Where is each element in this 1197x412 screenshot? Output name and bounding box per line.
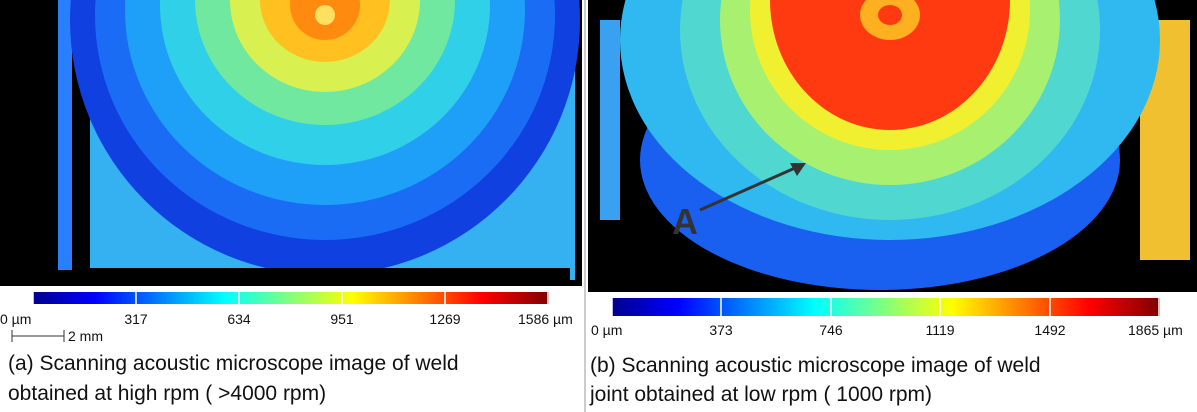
tick-label: 1865 µm — [1128, 322, 1183, 338]
caption: (a) Scanning acoustic microscope image o… — [8, 352, 459, 375]
tick-label: 634 — [227, 311, 251, 327]
tick-label: 746 — [819, 322, 843, 338]
tick-label: 951 — [330, 311, 354, 327]
tick-label: 1119 — [925, 322, 954, 338]
scale-bar-label: 2 mm — [68, 328, 103, 344]
caption: joint obtained at low rpm ( 1000 rpm) — [589, 383, 932, 406]
tick-label: 1269 — [429, 311, 460, 327]
tick-label: 1492 — [1034, 322, 1065, 338]
caption: (b) Scanning acoustic microscope image o… — [590, 354, 1041, 377]
annotation: A — [672, 201, 698, 242]
image-a — [0, 0, 582, 286]
colorbar-b — [612, 298, 1160, 316]
tick-label: 373 — [709, 322, 733, 338]
caption: obtained at high rpm ( >4000 rpm) — [8, 382, 326, 405]
tick-label: 317 — [124, 311, 148, 327]
tick-label: 0 µm — [0, 311, 31, 327]
colorbar-a — [33, 292, 549, 304]
image-b — [588, 0, 1197, 292]
tick-label: 1586 µm — [518, 311, 573, 327]
tick-label: 0 µm — [591, 322, 622, 338]
scale-bar — [12, 330, 64, 342]
figure: 0 µm 317 634 951 1269 1586 µm 2 mm (a) S… — [0, 0, 1197, 412]
